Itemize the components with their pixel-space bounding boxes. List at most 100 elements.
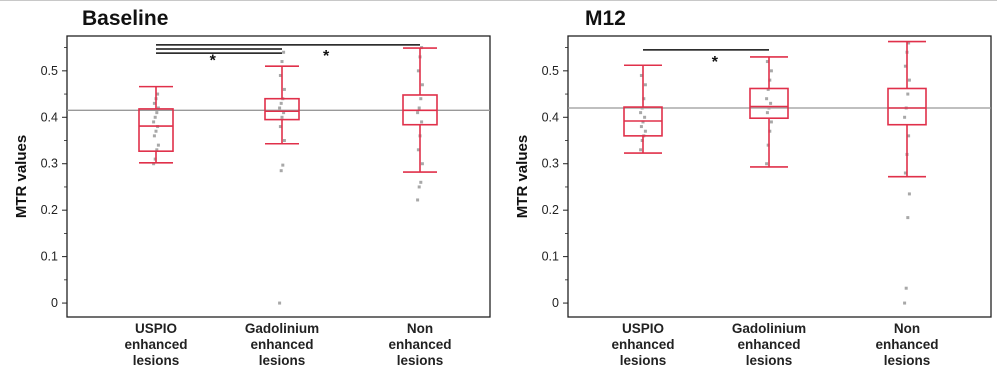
chart-title: M12 xyxy=(585,7,626,30)
data-point xyxy=(907,192,911,196)
data-point xyxy=(641,120,645,124)
y-tick-label: 0.3 xyxy=(542,157,559,171)
data-point xyxy=(903,301,907,305)
data-point xyxy=(643,83,647,87)
data-point xyxy=(282,111,286,115)
data-point xyxy=(416,69,420,73)
category-label: lesions xyxy=(620,353,667,368)
significance-star: * xyxy=(712,54,719,71)
category-label: USPIO xyxy=(622,321,664,336)
y-tick-label: 0.2 xyxy=(542,203,559,217)
y-tick-label: 0.1 xyxy=(542,250,559,264)
data-point xyxy=(278,125,282,129)
data-point xyxy=(416,111,420,115)
data-point xyxy=(152,120,156,124)
y-tick-label: 0.1 xyxy=(41,250,58,264)
data-point xyxy=(419,97,423,101)
data-point xyxy=(639,73,643,77)
y-tick-label: 0.5 xyxy=(542,64,559,78)
data-point xyxy=(416,148,420,152)
category-label: lesions xyxy=(397,353,444,368)
y-tick-label: 0.5 xyxy=(41,64,58,78)
data-point xyxy=(907,134,911,138)
data-point xyxy=(766,87,770,91)
data-point xyxy=(903,64,907,68)
category-label: enhanced xyxy=(124,337,187,352)
data-point xyxy=(419,180,423,184)
data-point xyxy=(769,69,773,73)
data-point xyxy=(643,129,647,133)
data-point xyxy=(279,101,283,105)
y-axis-label: MTR values xyxy=(514,135,531,218)
iqr-box xyxy=(887,87,927,126)
data-point xyxy=(282,139,286,143)
data-point xyxy=(281,163,285,167)
category-label: enhanced xyxy=(611,337,674,352)
data-point xyxy=(639,148,643,152)
data-point xyxy=(639,125,643,129)
data-point xyxy=(769,101,773,105)
data-point xyxy=(156,143,160,147)
box-3 xyxy=(402,46,438,202)
box-2 xyxy=(264,50,300,305)
data-point xyxy=(155,111,159,115)
category-label: USPIO xyxy=(135,321,177,336)
data-point xyxy=(282,50,286,54)
box-2 xyxy=(749,56,789,168)
data-point xyxy=(640,106,644,110)
data-point xyxy=(280,60,284,64)
data-point xyxy=(155,148,159,152)
plot-frame xyxy=(567,35,992,318)
chart-title: Baseline xyxy=(82,7,168,30)
data-point xyxy=(420,83,424,87)
significance-star: * xyxy=(323,48,330,65)
data-point xyxy=(907,78,911,82)
plot-frame xyxy=(66,35,491,318)
data-point xyxy=(765,162,769,166)
data-point xyxy=(282,87,286,91)
data-point xyxy=(765,111,769,115)
data-point xyxy=(417,106,421,110)
data-point xyxy=(903,115,907,119)
data-point xyxy=(152,101,156,105)
category-label: lesions xyxy=(884,353,931,368)
y-tick-label: 0 xyxy=(51,296,58,310)
data-point xyxy=(153,115,157,119)
data-point xyxy=(280,115,284,119)
data-point xyxy=(904,286,908,290)
data-point xyxy=(154,129,158,133)
data-point xyxy=(420,120,424,124)
data-point xyxy=(156,106,160,110)
y-tick-label: 0.4 xyxy=(542,110,559,124)
category-label: Gadolinium xyxy=(245,321,319,336)
data-point xyxy=(903,171,907,175)
significance-star: * xyxy=(210,53,217,70)
data-point xyxy=(417,185,421,189)
y-tick-label: 0.2 xyxy=(41,203,58,217)
data-point xyxy=(156,92,160,96)
data-point xyxy=(420,162,424,166)
box-1 xyxy=(138,85,174,166)
y-tick-label: 0.3 xyxy=(41,157,58,171)
box-3 xyxy=(887,40,927,305)
data-point xyxy=(278,73,282,77)
data-point xyxy=(278,301,282,305)
data-point xyxy=(906,92,910,96)
data-point xyxy=(907,41,911,45)
data-point xyxy=(639,111,643,115)
y-axis-label: MTR values xyxy=(13,135,30,218)
category-label: enhanced xyxy=(875,337,938,352)
y-tick-label: 0.4 xyxy=(41,110,58,124)
category-label: lesions xyxy=(259,353,306,368)
category-label: enhanced xyxy=(250,337,313,352)
category-label: Non xyxy=(407,321,433,336)
iqr-box xyxy=(264,97,300,121)
data-point xyxy=(416,198,420,202)
iqr-box xyxy=(138,108,174,152)
category-label: enhanced xyxy=(388,337,451,352)
data-point xyxy=(767,106,771,110)
data-point xyxy=(769,120,773,124)
data-point xyxy=(279,169,283,173)
category-label: Non xyxy=(894,321,920,336)
